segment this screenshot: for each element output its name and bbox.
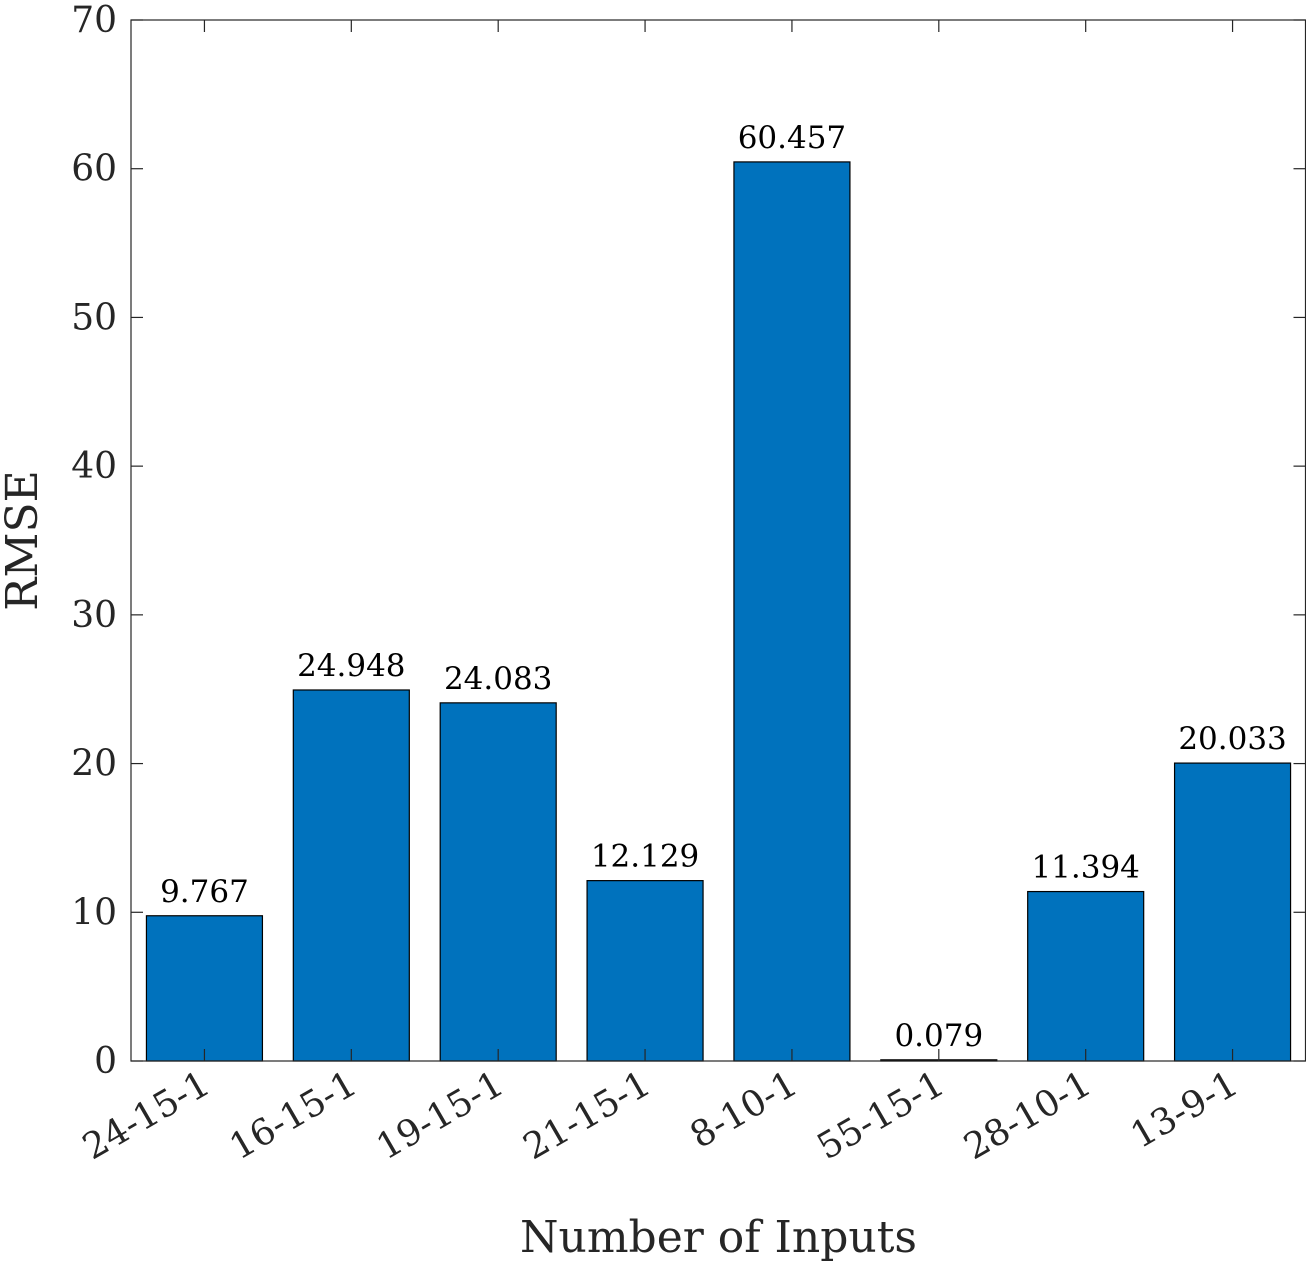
data-label-24-15-1: 9.767 bbox=[160, 874, 249, 910]
bar-24-15-1 bbox=[145, 915, 264, 1062]
data-label-55-15-1: 0.079 bbox=[894, 1018, 983, 1054]
y-tick-label: 10 bbox=[71, 892, 117, 933]
x-tick-label: 19-15-1 bbox=[370, 1063, 511, 1168]
data-label-16-15-1: 24.948 bbox=[297, 648, 405, 684]
x-tick-label: 8-10-1 bbox=[684, 1063, 805, 1156]
bars-group bbox=[145, 161, 1292, 1062]
data-label-21-15-1: 12.129 bbox=[591, 839, 699, 875]
data-label-19-15-1: 24.083 bbox=[444, 661, 552, 697]
y-axis-title: RMSE bbox=[0, 470, 48, 610]
y-tick-label: 20 bbox=[71, 744, 117, 785]
x-axis-title: Number of Inputs bbox=[520, 1212, 917, 1262]
x-tick-label: 21-15-1 bbox=[517, 1063, 658, 1168]
y-ticks-group: 0 10 20 30 40 50 60 70 bbox=[71, 0, 1306, 1082]
y-tick-label: 50 bbox=[71, 297, 117, 338]
bar-28-10-1 bbox=[1027, 890, 1145, 1062]
y-tick-label: 60 bbox=[71, 149, 117, 190]
bar-13-9-1 bbox=[1173, 762, 1292, 1062]
data-label-8-10-1: 60.457 bbox=[738, 120, 846, 156]
bar-16-15-1 bbox=[292, 689, 410, 1062]
x-tick-label: 55-15-1 bbox=[811, 1063, 952, 1168]
bar-8-10-1 bbox=[733, 161, 851, 1062]
bar-19-15-1 bbox=[439, 702, 557, 1062]
x-tick-label: 16-15-1 bbox=[223, 1063, 364, 1168]
data-labels-group: 9.767 24.948 24.083 12.129 60.457 0.079 11.394… bbox=[160, 120, 1287, 1054]
y-tick-label: 40 bbox=[71, 446, 117, 487]
data-label-28-10-1: 11.394 bbox=[1031, 850, 1139, 886]
x-tick-label: 13-9-1 bbox=[1124, 1063, 1245, 1156]
y-tick-label: 0 bbox=[94, 1041, 117, 1082]
x-tick-label: 28-10-1 bbox=[957, 1063, 1098, 1168]
y-tick-label: 30 bbox=[71, 595, 117, 636]
data-label-13-9-1: 20.033 bbox=[1178, 721, 1286, 757]
bar-21-15-1 bbox=[586, 880, 704, 1062]
y-tick-label: 70 bbox=[71, 0, 117, 41]
